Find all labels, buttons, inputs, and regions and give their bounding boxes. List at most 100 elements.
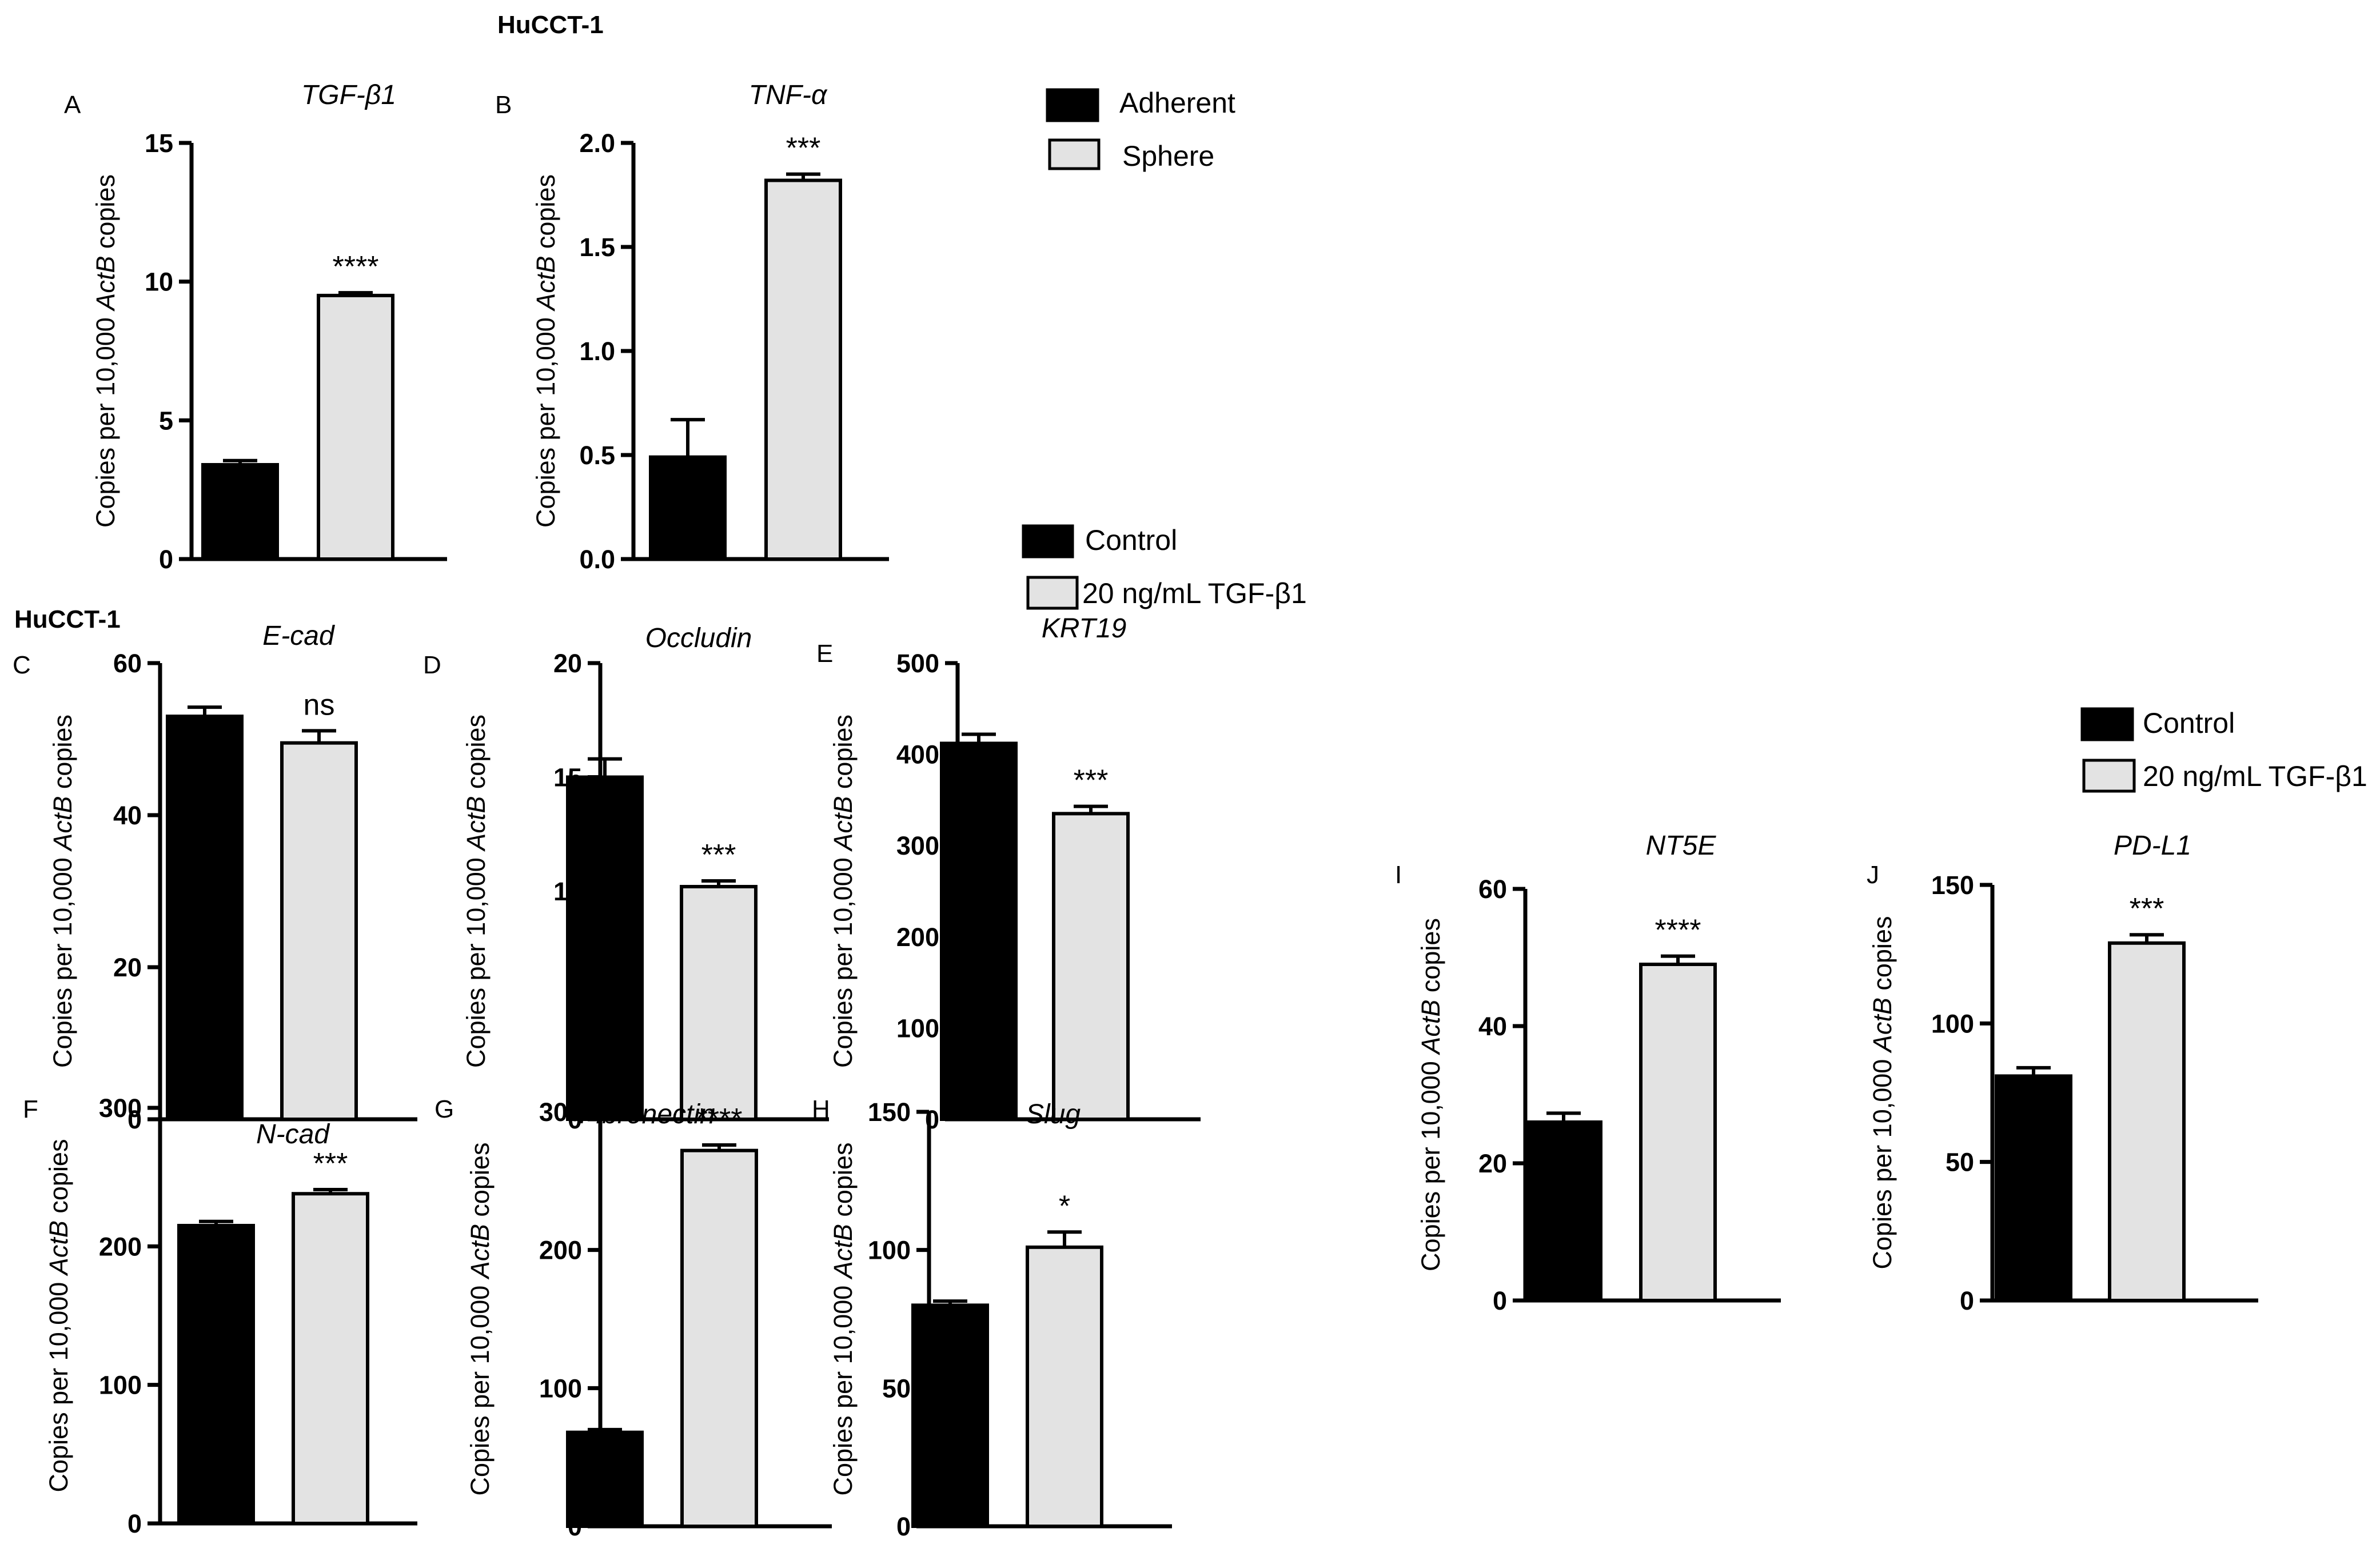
error-bar xyxy=(313,1187,348,1194)
legend-swatch-control xyxy=(1022,524,1074,558)
y-axis-label-suffix: copies xyxy=(1868,916,1897,998)
legend-label-tgf: 20 ng/mL TGF-β1 xyxy=(1082,577,1307,609)
y-axis-label-prefix: Copies per 10,000 xyxy=(1868,1052,1897,1269)
y-tick-label: 20 xyxy=(1478,1149,1507,1178)
y-tick-label: 5 xyxy=(159,406,173,435)
y-axis-label-suffix: copies xyxy=(531,174,560,256)
panel-c: 0 20 40 60 ns E-cad C Copies per 10,000 ActB co… xyxy=(13,621,417,1134)
y-tick-label: 0.0 xyxy=(579,545,615,574)
bar-control xyxy=(940,741,1018,1121)
y-tick-label: 150 xyxy=(868,1098,911,1127)
legend-label-sphere: Sphere xyxy=(1122,140,1214,172)
gene-title: Fibronectin xyxy=(579,1099,715,1130)
legend-label-control: Control xyxy=(2143,707,2235,739)
y-axis-label-prefix: Copies per 10,000 xyxy=(44,1275,73,1492)
bar-treatment xyxy=(1052,812,1130,1121)
error-bar xyxy=(1546,1111,1581,1122)
y-axis-label-gene: ActB xyxy=(465,1224,495,1280)
y-axis-label-suffix: copies xyxy=(828,1143,858,1224)
y-axis-label-gene: ActB xyxy=(1416,1000,1445,1056)
legend-label-control: Control xyxy=(1085,524,1177,556)
bar-control xyxy=(201,462,279,561)
gene-title: TNF-α xyxy=(749,80,828,110)
y-axis-label: Copies per 10,000 ActB copies xyxy=(465,1143,495,1496)
significance-label: **** xyxy=(696,1103,743,1136)
y-axis-label-prefix: Copies per 10,000 xyxy=(828,1278,858,1495)
y-tick-label: 40 xyxy=(1478,1012,1507,1041)
gene-title: KRT19 xyxy=(1042,613,1127,644)
gene-title: TGF-β1 xyxy=(301,80,396,110)
y-axis-label-gene: ActB xyxy=(44,1220,73,1276)
y-axis-label-suffix: copies xyxy=(828,715,858,796)
y-axis-label-suffix: copies xyxy=(465,1143,495,1224)
y-tick-label: 300 xyxy=(539,1098,582,1127)
section-label-top: HuCCT-1 xyxy=(497,11,604,39)
legend-swatch-sphere xyxy=(1048,138,1101,170)
y-axis-label-gene: ActB xyxy=(91,256,120,312)
y-axis-label-prefix: Copies per 10,000 xyxy=(91,310,120,528)
y-tick-label: 1.5 xyxy=(579,233,615,262)
significance-label: *** xyxy=(313,1147,348,1180)
y-tick-label: 150 xyxy=(1931,871,1974,900)
significance-label: ns xyxy=(304,688,335,721)
panel-letter: I xyxy=(1395,861,1402,889)
error-bar xyxy=(302,729,336,743)
error-bar xyxy=(588,757,622,777)
panel-b: 0.0 0.5 1.0 1.5 2.0 *** TNF-α B Copies per 10,00… xyxy=(495,80,889,574)
y-tick-label: 300 xyxy=(896,831,939,860)
legend-label-adherent: Adherent xyxy=(1119,87,1235,119)
y-axis-label-prefix: Copies per 10,000 xyxy=(531,310,560,528)
y-axis-label-gene: ActB xyxy=(531,256,560,312)
error-bar xyxy=(2130,933,2164,943)
y-tick-label: 100 xyxy=(1931,1009,1974,1038)
bar-control xyxy=(566,1430,644,1529)
significance-label: *** xyxy=(2130,892,2164,925)
error-bar xyxy=(671,418,705,457)
error-bar xyxy=(223,458,257,465)
gene-title: N-cad xyxy=(256,1119,330,1150)
bar-control xyxy=(911,1303,989,1528)
y-tick-label: 0 xyxy=(1960,1286,1974,1315)
bar-treatment xyxy=(280,741,358,1121)
error-bar xyxy=(588,1427,622,1433)
y-axis-label-gene: ActB xyxy=(48,796,77,852)
error-bar xyxy=(701,879,736,887)
panel-letter: D xyxy=(423,651,441,679)
bar-control xyxy=(566,775,644,1121)
panel-j: 0 50 100 150 *** PD-L1 J Copies per 10,000 ActB… xyxy=(1867,831,2258,1315)
y-tick-label: 200 xyxy=(896,923,939,952)
y-tick-label: 50 xyxy=(882,1374,911,1403)
bar-control xyxy=(177,1223,255,1526)
error-bar xyxy=(786,172,820,181)
y-axis-label-prefix: Copies per 10,000 xyxy=(1416,1054,1445,1271)
panel-letter: B xyxy=(495,91,512,119)
error-bar xyxy=(933,1299,967,1306)
gene-title: NT5E xyxy=(1646,831,1717,861)
y-axis-label-prefix: Copies per 10,000 xyxy=(828,851,858,1068)
legend-control-tgf-middle: Control 20 ng/mL TGF-β1 xyxy=(1022,524,1307,610)
y-axis-label: Copies per 10,000 ActB copies xyxy=(1868,916,1897,1270)
y-axis-label: Copies per 10,000 ActB copies xyxy=(44,1139,73,1493)
y-tick-label: 50 xyxy=(1946,1148,1974,1177)
y-axis-label: Copies per 10,000 ActB copies xyxy=(461,715,491,1068)
panel-letter: A xyxy=(64,91,81,119)
y-tick-label: 100 xyxy=(896,1014,939,1043)
y-tick-label: 60 xyxy=(113,649,142,678)
legend-adherent-sphere: Adherent Sphere xyxy=(1046,87,1235,172)
significance-label: *** xyxy=(786,132,821,165)
bar-treatment xyxy=(1026,1245,1103,1528)
y-tick-label: 10 xyxy=(145,268,173,297)
y-tick-label: 0 xyxy=(159,545,173,574)
y-axis-label: Copies per 10,000 ActB copies xyxy=(1416,918,1445,1271)
y-axis-label-gene: ActB xyxy=(461,796,491,852)
y-axis-label-prefix: Copies per 10,000 xyxy=(461,851,491,1068)
legend-control-tgf-right: Control 20 ng/mL TGF-β1 xyxy=(2080,707,2367,793)
y-axis-label-gene: ActB xyxy=(828,796,858,852)
gene-title: Occludin xyxy=(645,623,752,653)
significance-label: *** xyxy=(701,839,736,872)
y-tick-label: 100 xyxy=(868,1236,911,1265)
legend-swatch-control xyxy=(2080,707,2134,741)
y-tick-label: 500 xyxy=(896,649,939,678)
